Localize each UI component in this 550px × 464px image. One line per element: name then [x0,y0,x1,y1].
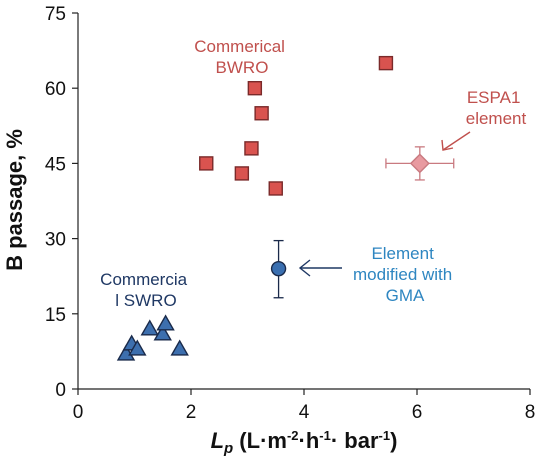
espa1-annotation-line2: element [466,109,527,128]
x-axis-units: (L·m [233,428,287,453]
data-points [116,55,430,361]
bwro-square-point [199,156,214,171]
x-tick-label: 4 [299,402,310,423]
bwro-square-point [247,80,263,96]
x-axis-symbol: L [211,428,224,453]
y-tick-label: 60 [45,79,66,100]
y-axis-title: B passage, % [2,129,27,271]
swro-triangle-point [153,324,172,341]
x-tick-label: 6 [412,402,423,423]
bwro-annotation-line2: BWRO [216,58,269,77]
y-tick-label: 45 [45,154,66,175]
x-ticks: 0 2 4 6 8 [73,389,536,423]
bwro-annotation: Commerical BWRO [194,37,289,77]
x-axis-units-mid1: ·h [299,428,320,453]
bwro-square-point [234,166,250,181]
swro-triangle-point [156,314,175,331]
x-axis-units-sup1: -2 [287,428,299,443]
bwro-square-point [378,55,394,71]
espa1-diamond-point [409,153,430,174]
x-axis-units-mid2: · bar [331,428,379,453]
espa1-arrow [441,131,471,151]
bwro-square-point [254,106,269,121]
swro-triangle-point [140,319,159,336]
x-axis-title: Lp (L·m-2·h-1· bar-1) [211,428,398,457]
espa1-annotation: ESPA1 element [466,88,527,128]
swro-annotation: Commercia l SWRO [100,270,192,310]
x-axis-units-sup2: -1 [319,428,331,443]
error-bars [273,146,455,299]
espa1-annotation-line1: ESPA1 [467,88,521,107]
swro-triangle-point [170,339,189,356]
x-axis-units-sup3: -1 [379,428,391,443]
y-tick-label: 30 [45,230,66,251]
gma-annotation: Element modified with GMA [353,244,457,305]
bwro-square-point [268,181,283,196]
bwro-square-point [244,141,259,156]
gma-annotation-line1: Element [371,244,434,263]
gma-arrow [298,259,342,277]
y-tick-label: 75 [45,4,66,25]
x-tick-label: 0 [73,402,84,423]
y-tick-label: 15 [45,305,66,326]
swro-annotation-line1: Commercia [100,270,187,289]
gma-annotation-line2: modified with [353,265,452,284]
y-ticks: 0 15 30 45 60 75 [45,4,78,401]
gma-annotation-line3: GMA [386,286,425,305]
swro-triangle-point [128,339,147,356]
y-tick-label: 0 [55,380,66,401]
x-tick-label: 8 [525,402,536,423]
x-axis-units-end: ) [390,428,397,453]
bwro-annotation-line1: Commerical [194,37,285,56]
x-axis-subscript: p [223,440,233,457]
swro-annotation-line2: l SWRO [115,291,176,310]
x-tick-label: 2 [186,402,197,423]
gma-circle-point [270,260,287,277]
